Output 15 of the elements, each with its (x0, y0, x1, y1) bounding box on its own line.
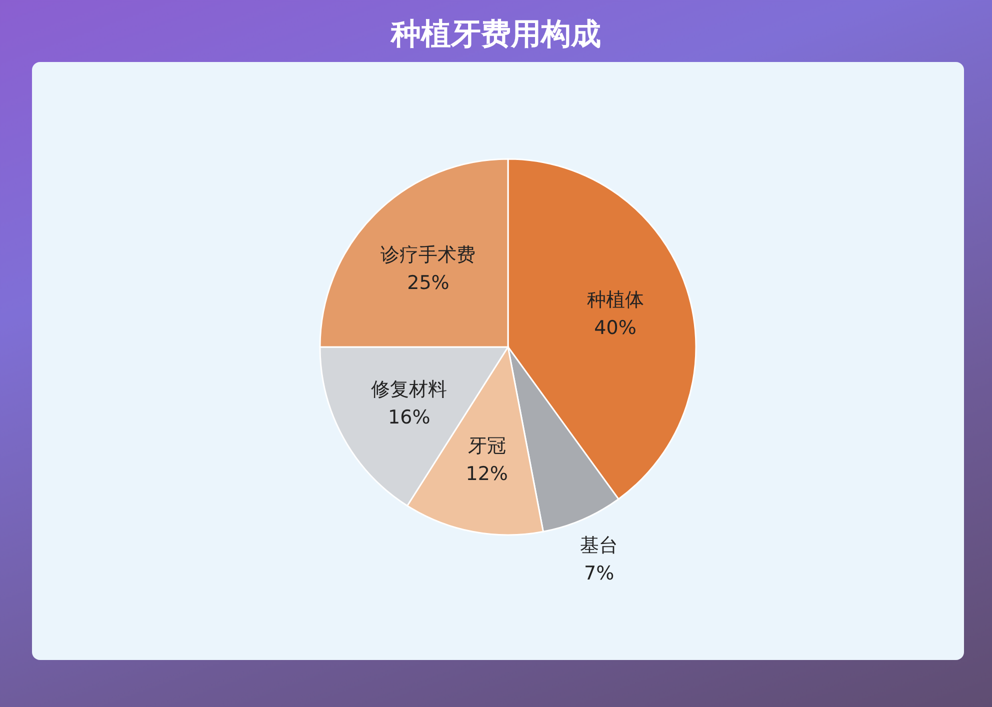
data-label: 16% (388, 406, 430, 428)
pie-slice (319, 346, 509, 506)
slice-label: 种植体 (586, 289, 644, 312)
data-label: 40% (594, 317, 636, 340)
slice-label: 基台 (580, 534, 618, 556)
data-label: 7% (584, 562, 614, 584)
slice-label: 诊疗手术费 (380, 244, 476, 266)
slice-label: 牙冠 (468, 434, 506, 457)
data-label: 25% (407, 272, 450, 294)
slice-label: 修复材料 (371, 378, 448, 400)
chart-title: 种植牙费用构成 (390, 17, 601, 52)
pie-slice (507, 346, 620, 532)
pie-slice (319, 158, 509, 348)
data-label: 12% (466, 462, 508, 485)
pie-slice (507, 158, 696, 500)
